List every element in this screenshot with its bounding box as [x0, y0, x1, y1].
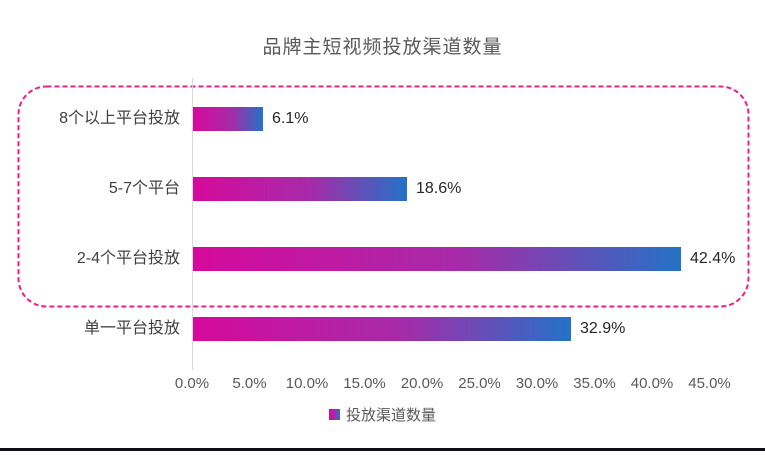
category-label: 5-7个平台	[108, 180, 180, 197]
bar	[193, 107, 263, 131]
value-label: 32.9%	[580, 320, 626, 337]
x-axis-tick: 15.0%	[343, 375, 386, 392]
x-axis-tick: 10.0%	[285, 375, 329, 392]
bottom-border-line	[0, 448, 765, 451]
x-axis-tick: 0.0%	[174, 375, 210, 392]
x-axis-tick: 35.0%	[573, 375, 616, 392]
category-label: 8个以上平台投放	[59, 110, 180, 127]
bar	[193, 317, 571, 341]
category-label: 单一平台投放	[83, 320, 180, 337]
category-label: 2-4个平台投放	[76, 250, 180, 267]
x-axis-tick: 25.0%	[458, 375, 501, 392]
x-axis-tick: 45.0%	[688, 375, 731, 392]
x-axis-tick: 40.0%	[630, 375, 674, 392]
chart-title: 品牌主短视频投放渠道数量	[262, 37, 503, 58]
x-axis-tick: 30.0%	[515, 375, 559, 392]
x-axis-tick: 20.0%	[400, 375, 444, 392]
y-axis-line	[192, 78, 193, 370]
legend: 投放渠道数量	[0, 404, 765, 425]
bar-row: 2-4个平台投放 42.4%	[0, 247, 765, 271]
legend-label: 投放渠道数量	[345, 407, 436, 424]
value-label: 42.4%	[690, 250, 736, 267]
bar-row: 5-7个平台 18.6%	[0, 177, 765, 201]
value-label: 6.1%	[272, 110, 309, 127]
highlight-dashed-box-icon	[17, 85, 750, 308]
bar	[193, 177, 407, 201]
bar	[193, 247, 681, 271]
legend-swatch-icon	[328, 409, 340, 420]
value-label: 18.6%	[416, 180, 462, 197]
x-axis-tick: 5.0%	[232, 375, 267, 392]
bar-row: 单一平台投放 32.9%	[0, 317, 765, 341]
bar-row: 8个以上平台投放 6.1%	[0, 107, 765, 131]
